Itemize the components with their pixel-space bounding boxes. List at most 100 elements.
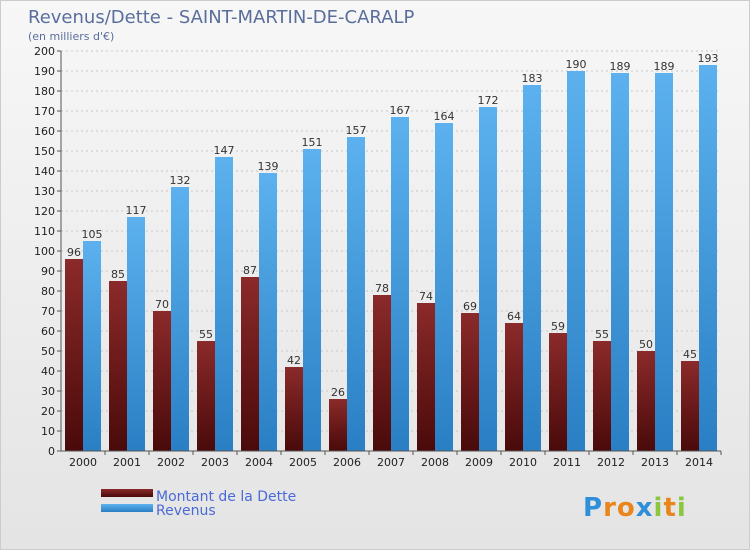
bar-revenus [391,117,409,451]
x-tick-label: 2010 [509,456,537,469]
data-label: 45 [683,348,697,361]
y-tick-label: 100 [34,245,55,258]
y-tick-label: 200 [34,45,55,58]
bar-revenus [83,241,101,451]
data-label: 164 [434,110,455,123]
bar-revenus [171,187,189,451]
bar-revenus [259,173,277,451]
bar-dette [461,313,479,451]
proxiti-logo: Proxiti [583,493,687,523]
y-tick-label: 180 [34,85,55,98]
bars [65,65,717,451]
y-tick-label: 160 [34,125,55,138]
bar-dette [637,351,655,451]
y-tick-label: 190 [34,65,55,78]
bar-revenus [303,149,321,451]
bar-dette [373,295,391,451]
bar-revenus [655,73,673,451]
data-label: 78 [375,282,389,295]
bar-revenus [567,71,585,451]
x-tick-label: 2000 [69,456,97,469]
data-label: 139 [258,160,279,173]
logo-text: Proxiti [583,493,687,523]
logo-letter: P [583,493,603,523]
y-tick-label: 10 [41,425,55,438]
bar-dette [505,323,523,451]
data-label: 189 [610,60,631,73]
x-tick-label: 2008 [421,456,449,469]
data-label: 157 [346,124,367,137]
data-label: 172 [478,94,499,107]
bar-revenus [699,65,717,451]
data-label: 189 [654,60,675,73]
legend-label-dette: Montant de la Dette [156,489,296,505]
bar-dette [65,259,83,451]
chart-title: Revenus/Dette - SAINT-MARTIN-DE-CARALP [28,7,415,28]
logo-letter: t [663,493,676,523]
bar-revenus [215,157,233,451]
bar-revenus [127,217,145,451]
legend-label-revenus: Revenus [156,503,216,519]
logo-letter: i [677,493,687,523]
data-label: 74 [419,290,433,303]
bar-dette [285,367,303,451]
bar-dette [329,399,347,451]
y-tick-label: 140 [34,165,55,178]
data-label: 190 [566,58,587,71]
data-label: 147 [214,144,235,157]
bar-dette [241,277,259,451]
data-label: 55 [595,328,609,341]
data-label: 96 [67,246,81,259]
y-tick-label: 50 [41,345,55,358]
logo-letter: o [617,493,636,523]
data-label: 26 [331,386,345,399]
bar-revenus [479,107,497,451]
bar-dette [593,341,611,451]
x-tick-label: 2003 [201,456,229,469]
bar-revenus [523,85,541,451]
x-tick-label: 2012 [597,456,625,469]
legend: Montant de la Dette Revenus [101,489,296,519]
y-tick-label: 150 [34,145,55,158]
bar-dette [549,333,567,451]
data-label: 50 [639,338,653,351]
x-tick-label: 2005 [289,456,317,469]
data-label: 59 [551,320,565,333]
bar-dette [109,281,127,451]
x-tick-label: 2002 [157,456,185,469]
y-tick-label: 110 [34,225,55,238]
axes: 0 10 20 30 40 50 60 70 80 90 100 110 120 130 140 150 160… [34,45,722,469]
bar-revenus [435,123,453,451]
y-tick-label: 90 [41,265,55,278]
bar-dette [417,303,435,451]
y-tick-label: 40 [41,365,55,378]
data-label: 183 [522,72,543,85]
x-tick-label: 2013 [641,456,669,469]
y-tick-label: 0 [48,445,55,458]
y-tick-label: 80 [41,285,55,298]
legend-swatch-revenus [101,504,153,512]
x-tick-label: 2014 [685,456,713,469]
bar-dette [153,311,171,451]
data-label: 167 [390,104,411,117]
x-tick-label: 2006 [333,456,361,469]
data-label: 105 [82,228,103,241]
bar-dette [197,341,215,451]
bar-revenus [347,137,365,451]
data-label: 151 [302,136,323,149]
x-tick-label: 2011 [553,456,581,469]
data-label: 85 [111,268,125,281]
data-label: 70 [155,298,169,311]
data-label: 69 [463,300,477,313]
y-tick-label: 70 [41,305,55,318]
x-tick-label: 2004 [245,456,273,469]
y-tick-label: 20 [41,405,55,418]
data-label: 42 [287,354,301,367]
y-tick-label: 30 [41,385,55,398]
bar-revenus [611,73,629,451]
data-label: 117 [126,204,147,217]
data-label: 87 [243,264,257,277]
